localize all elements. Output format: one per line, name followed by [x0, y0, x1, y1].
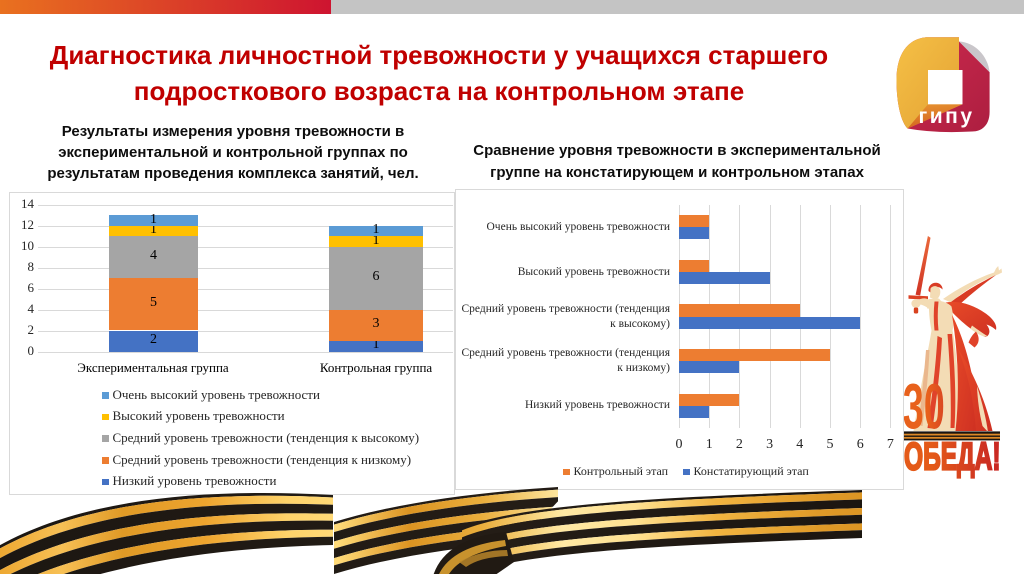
svg-text:30: 30: [903, 371, 945, 443]
svg-text:ОБЕДА!: ОБЕДА!: [904, 434, 1001, 478]
svg-text:гипу: гипу: [918, 105, 974, 128]
